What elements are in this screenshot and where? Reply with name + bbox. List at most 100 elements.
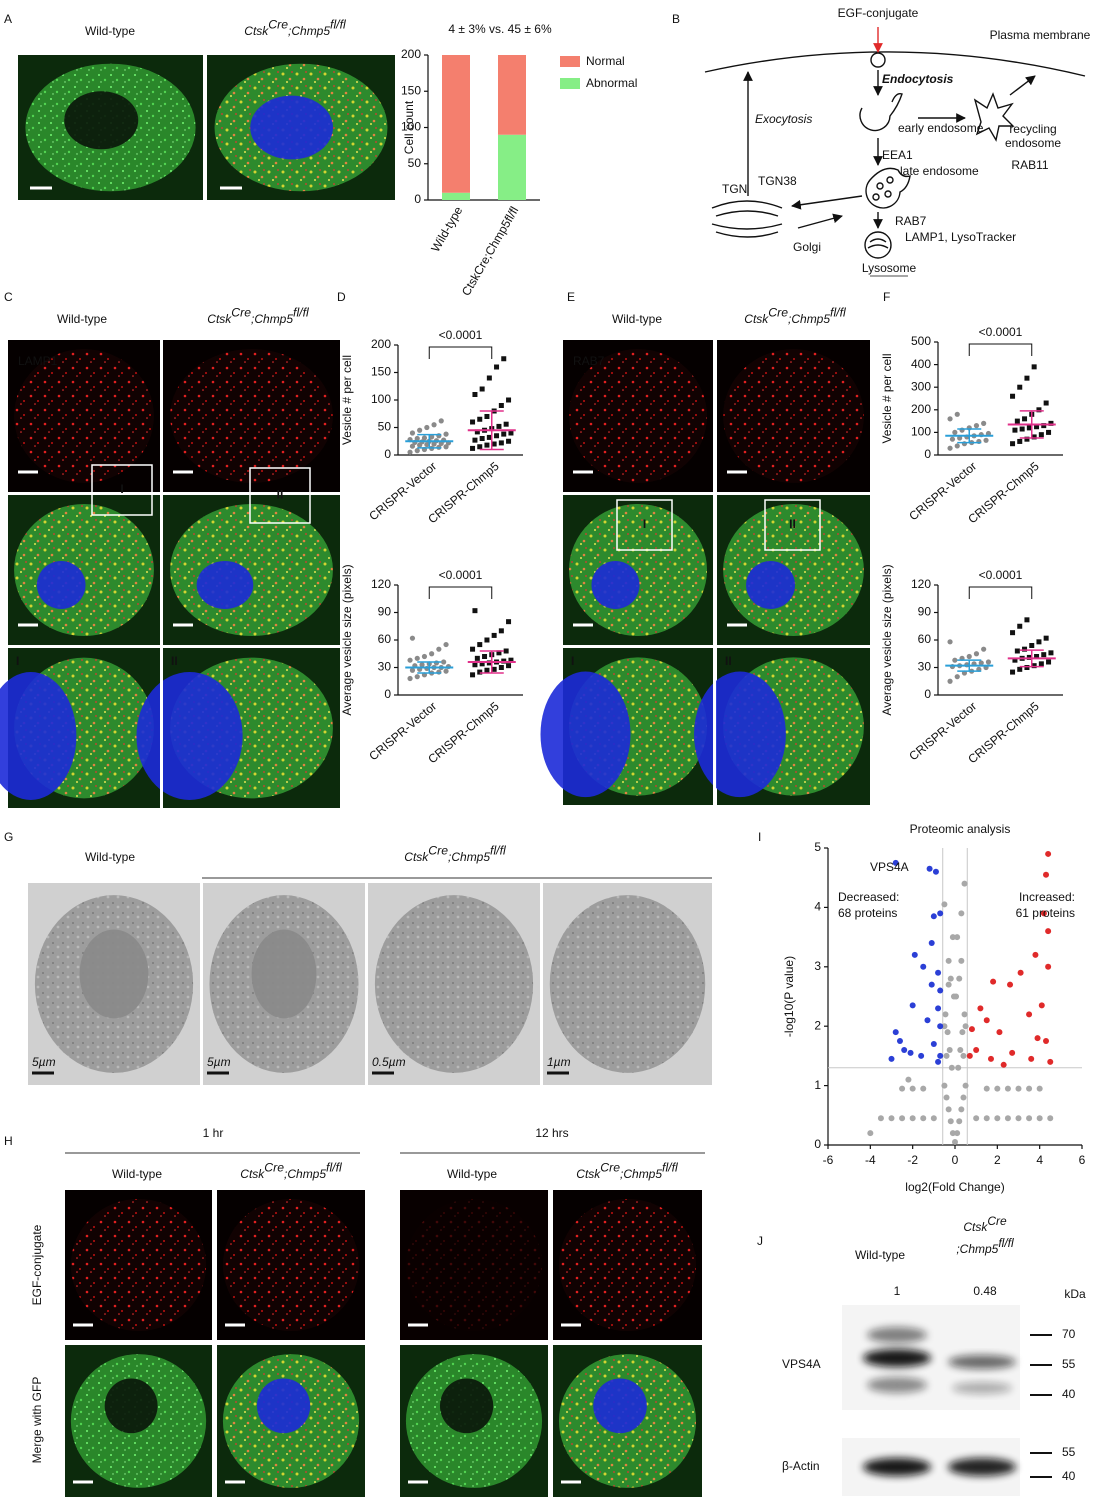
- cell: [569, 349, 707, 483]
- y-tick-label: 90: [378, 605, 392, 619]
- point: [414, 655, 420, 661]
- point: [920, 1115, 927, 1122]
- inset-box: [616, 499, 673, 551]
- p-value: <0.0001: [979, 568, 1023, 582]
- y-tick-label: 100: [371, 392, 391, 406]
- genotype-part: ;Chmp5: [620, 1167, 662, 1181]
- band-label: β-Actin: [782, 1459, 820, 1473]
- point: [1014, 418, 1020, 424]
- point: [470, 646, 476, 652]
- point: [973, 651, 980, 657]
- point: [1017, 438, 1023, 444]
- quant: 0.48: [973, 1284, 997, 1298]
- nucleus: [250, 95, 333, 160]
- label: endosome: [1005, 136, 1061, 150]
- y-tick-label: 150: [401, 83, 421, 97]
- genotype-part: ;Chmp5: [284, 1167, 326, 1181]
- nucleus: [64, 91, 139, 150]
- micrograph: [563, 495, 713, 645]
- label: recycling: [1009, 122, 1056, 136]
- point: [414, 435, 420, 442]
- point: [1015, 1115, 1022, 1122]
- micrograph: [18, 55, 203, 200]
- point: [1040, 910, 1047, 917]
- lysosome: [864, 231, 892, 259]
- early-endosome: [859, 92, 903, 132]
- scale-label: 5µm: [207, 1055, 231, 1069]
- point: [966, 1052, 973, 1059]
- column-label: Wild-type: [612, 312, 662, 326]
- point: [896, 1038, 903, 1045]
- point: [424, 424, 430, 431]
- bar-segment: [498, 55, 526, 135]
- point: [962, 1082, 969, 1089]
- point: [491, 632, 497, 638]
- point: [962, 1023, 969, 1030]
- point: [1032, 951, 1039, 958]
- point: [1010, 441, 1016, 447]
- panel-label: I: [758, 830, 761, 844]
- point: [985, 659, 992, 665]
- legend-swatch: [560, 78, 580, 89]
- point: [443, 431, 449, 437]
- nucleus: [439, 1378, 494, 1434]
- cell: [14, 349, 154, 483]
- point: [472, 608, 478, 614]
- point: [443, 444, 449, 450]
- point: [1017, 623, 1023, 629]
- genotype-label: CtskCre: [963, 1214, 1007, 1234]
- point: [888, 1055, 895, 1062]
- x-axis-label: log2(Fold Change): [905, 1180, 1004, 1194]
- point: [958, 957, 965, 964]
- point: [1048, 650, 1054, 656]
- y-tick-label: 200: [401, 47, 421, 61]
- y-tick-label: 30: [378, 660, 392, 674]
- point: [937, 910, 944, 917]
- point: [1017, 969, 1024, 976]
- genotype-label: CtskCre;Chmp5fl/fl: [576, 1161, 678, 1181]
- y-axis-label: Vesicle # per cell: [880, 353, 894, 443]
- y-tick-label: 200: [911, 402, 931, 416]
- point: [1046, 429, 1052, 435]
- genotype-part: Cre: [231, 306, 251, 320]
- point: [983, 437, 989, 443]
- point: [983, 1017, 990, 1024]
- micrograph: [717, 495, 870, 645]
- cell: [170, 349, 333, 483]
- significance-bracket: [968, 343, 1033, 356]
- genotype-part: Cre: [600, 1161, 620, 1175]
- point: [498, 440, 504, 446]
- micrograph: [65, 1345, 212, 1497]
- point: [947, 416, 953, 422]
- point: [935, 1005, 942, 1012]
- chart-title: 4 ± 3% vs. 45 ± 6%: [448, 22, 552, 36]
- point: [1047, 1115, 1054, 1122]
- genotype-part: fl/fl: [830, 306, 846, 320]
- point: [930, 1115, 937, 1122]
- cell: [70, 1199, 207, 1331]
- recycling-endosome: [973, 92, 1015, 142]
- genotype-label: CtskCre;Chmp5fl/fl: [404, 844, 506, 864]
- genotype-label: CtskCre;Chmp5fl/fl: [240, 1161, 342, 1181]
- inset-label: II: [277, 488, 284, 502]
- point: [1010, 630, 1016, 636]
- nucleus: [540, 671, 631, 798]
- point: [498, 665, 504, 670]
- schematic: [704, 27, 1086, 277]
- y-tick-label: 150: [371, 365, 391, 379]
- y-tick-label: 2: [814, 1018, 821, 1032]
- time-label: 1 hr: [203, 1126, 224, 1140]
- point: [945, 1106, 952, 1113]
- point: [508, 430, 514, 436]
- micrograph: [8, 495, 160, 645]
- point: [937, 1052, 944, 1059]
- point: [1041, 652, 1047, 658]
- point: [1038, 661, 1044, 667]
- point: [867, 1130, 874, 1137]
- point: [994, 1115, 1001, 1122]
- point: [1000, 1061, 1007, 1068]
- point: [1034, 654, 1040, 659]
- row-label: Merge with GFP: [30, 1377, 44, 1464]
- x-tick-label: Wild-type: [428, 204, 465, 255]
